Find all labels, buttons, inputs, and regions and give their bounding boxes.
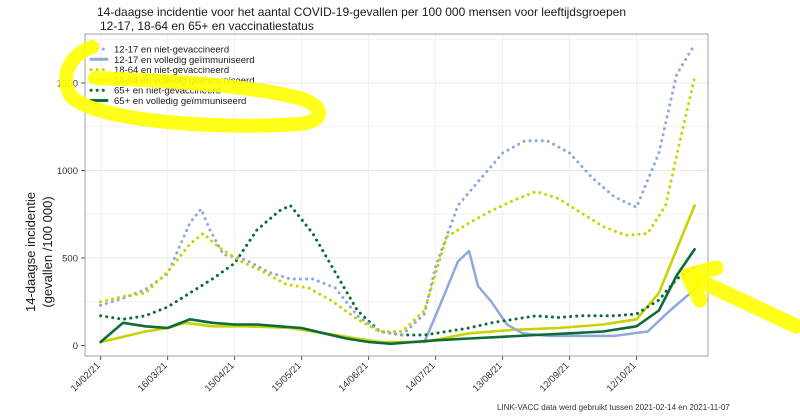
legend-label: 12-17 en niet-gevaccineerd xyxy=(114,45,229,56)
x-tick-label: 13/08/21 xyxy=(471,360,505,394)
y-axis-label-line-2: (gevallen /100 000) xyxy=(40,196,55,307)
series-line xyxy=(99,248,696,346)
x-tick-label: 15/05/21 xyxy=(270,360,304,394)
series-line xyxy=(99,43,697,337)
series-line xyxy=(423,249,696,344)
x-tick-label: 14/02/21 xyxy=(69,360,103,394)
legend-label: 12-17 en volledig geïmmuniseerd xyxy=(114,55,254,66)
y-tick-label: 1000 xyxy=(57,166,78,177)
y-tick-label: 0 xyxy=(73,341,78,352)
highlight-arrow-head xyxy=(680,260,724,308)
x-tick-label: 14/07/21 xyxy=(404,360,438,394)
x-tick-label: 16/03/21 xyxy=(136,360,170,394)
chart-subtitle: 12-17, 18-64 en 65+ en vaccinatiestatus xyxy=(100,19,314,33)
x-tick-label: 14/06/21 xyxy=(337,360,371,394)
chart-title: 14-daagse incidentie voor het aantal COV… xyxy=(97,5,626,19)
series-line xyxy=(99,76,697,333)
chart-caption: LINK-VACC data werd gebruikt tussen 2021… xyxy=(497,403,730,412)
x-tick-label: 12/09/21 xyxy=(538,360,572,394)
y-tick-label: 500 xyxy=(62,254,78,265)
highlight-arrow-shaft xyxy=(694,274,800,334)
legend-label: 18-64 en niet-gevaccineerd xyxy=(114,65,229,76)
x-tick-label: 15/04/21 xyxy=(203,360,237,394)
highlighter-annotations xyxy=(59,40,800,334)
y-axis-label-line-1: 14-daagse incidentie xyxy=(23,192,38,312)
plot-border xyxy=(84,33,709,357)
legend-label: 65+ en volledig geïmmuniseerd xyxy=(114,96,246,107)
x-tick-label: 12/10/21 xyxy=(605,360,639,394)
legend-label: 65+ en niet-gevaccineerd xyxy=(114,86,221,97)
highlight-ellipse xyxy=(59,40,326,133)
